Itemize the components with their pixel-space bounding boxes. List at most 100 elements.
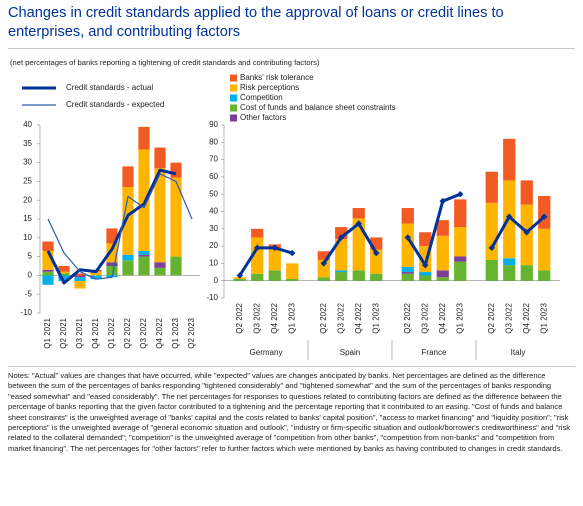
x-tick-label: Q3 2021 — [75, 317, 84, 348]
bar-segment — [74, 281, 86, 289]
line-marker — [289, 249, 296, 257]
line — [238, 246, 293, 277]
x-tick-label: Q1 2023 — [287, 302, 296, 333]
bar-segment — [401, 223, 414, 267]
bar-segment — [138, 126, 150, 150]
bar-segment — [454, 256, 467, 262]
bar-segment — [520, 265, 533, 281]
panel-label: Germany — [250, 348, 283, 357]
panel-label: Spain — [340, 348, 360, 357]
title-rule — [8, 48, 575, 49]
bar-segment — [138, 254, 150, 257]
bar-segment — [58, 271, 70, 274]
bar-segment — [352, 270, 365, 281]
y-tick-label: 60 — [209, 172, 218, 181]
x-tick-label: Q4 2021 — [91, 317, 100, 348]
bar-segment — [170, 177, 182, 257]
legend-label: Banks' risk tolerance — [240, 73, 314, 82]
bar-segment — [503, 138, 516, 181]
x-tick-label: Q1 2023 — [455, 302, 464, 333]
bar-segment — [58, 275, 70, 282]
y-tick-label: 50 — [209, 189, 218, 198]
line-marker — [541, 213, 548, 220]
panel-label: Italy — [511, 348, 526, 357]
bar-segment — [317, 259, 330, 278]
bar-segment — [335, 272, 348, 281]
legend-label: Risk perceptions — [240, 83, 299, 92]
bar-segment — [170, 256, 182, 276]
bar-segment — [122, 166, 134, 188]
y-tick-label: 70 — [209, 155, 218, 164]
legend-label: Credit standards - expected — [66, 100, 164, 109]
x-tick-label: Q2 2022 — [123, 317, 132, 348]
bar-segment — [503, 265, 516, 281]
y-tick-label: -10 — [20, 308, 32, 317]
y-tick-label: 10 — [209, 259, 218, 268]
bar-segment — [436, 235, 449, 271]
y-tick-label: 20 — [209, 241, 218, 250]
bar-segment — [251, 228, 264, 238]
line-marker — [254, 244, 261, 252]
bar-segment — [42, 271, 54, 276]
bar-segment — [419, 272, 432, 276]
title: Changes in credit standards applied to t… — [8, 5, 504, 40]
x-tick-label: Q3 2022 — [420, 302, 429, 333]
y-tick-label: 80 — [209, 137, 218, 146]
bar-segment — [106, 243, 118, 263]
bar-segment — [106, 266, 118, 276]
y-tick-label: 20 — [23, 195, 32, 204]
bar-segment — [122, 260, 134, 276]
line-marker — [320, 260, 327, 267]
x-tick-label: Q4 2022 — [155, 317, 164, 348]
bar-segment — [454, 261, 467, 281]
x-tick-label: Q1 2021 — [43, 317, 52, 348]
line — [46, 168, 177, 285]
legend-swatch — [230, 94, 237, 102]
bar-segment — [42, 241, 54, 251]
bar-segment — [335, 239, 348, 271]
line-marker — [236, 272, 243, 279]
y-tick-label: 25 — [23, 177, 32, 186]
bar-segment — [454, 199, 467, 228]
bar-segment — [268, 270, 281, 281]
bar-segment — [370, 273, 383, 281]
bar-segment — [401, 266, 414, 273]
notes: Notes: "Actual" values are changes that … — [8, 371, 571, 453]
bar-segment — [42, 269, 54, 272]
legend-swatch — [230, 74, 237, 82]
bar-segment — [436, 220, 449, 236]
panel-label: France — [422, 348, 447, 357]
bar-segment — [138, 250, 150, 255]
bar-segment — [42, 250, 54, 270]
line-marker — [422, 261, 429, 269]
bar-segment — [58, 273, 70, 276]
x-tick-label: Q2 2022 — [487, 302, 496, 333]
bar-segment — [370, 249, 383, 274]
x-tick-label: Q4 2022 — [438, 302, 447, 333]
line-marker — [338, 234, 345, 241]
bar-segment — [251, 273, 264, 281]
bar-segment — [401, 208, 414, 224]
line-marker — [355, 220, 362, 227]
bar-segment — [286, 263, 299, 279]
x-tick-label: Q3 2022 — [139, 317, 148, 348]
y-tick-label: 35 — [23, 139, 32, 148]
bar-segment — [401, 272, 414, 274]
bar-segment — [436, 277, 449, 281]
chart: Credit standards - actual Credit standard… — [20, 73, 560, 360]
y-tick-label: 30 — [209, 224, 218, 233]
bar-segment — [503, 258, 516, 266]
bar-segment — [74, 273, 86, 276]
bar-segment — [122, 254, 134, 261]
bar-segment — [317, 251, 330, 260]
line-marker — [506, 213, 513, 220]
bar-segment — [419, 275, 432, 281]
x-tick-label: Q1 2023 — [371, 302, 380, 333]
y-tick-label: -5 — [25, 289, 33, 298]
x-tick-label: Q4 2022 — [354, 302, 363, 333]
y-tick-label: -10 — [206, 293, 218, 302]
bar-segment — [90, 275, 102, 280]
bar-segment — [419, 232, 432, 247]
bar-segment — [286, 278, 299, 281]
